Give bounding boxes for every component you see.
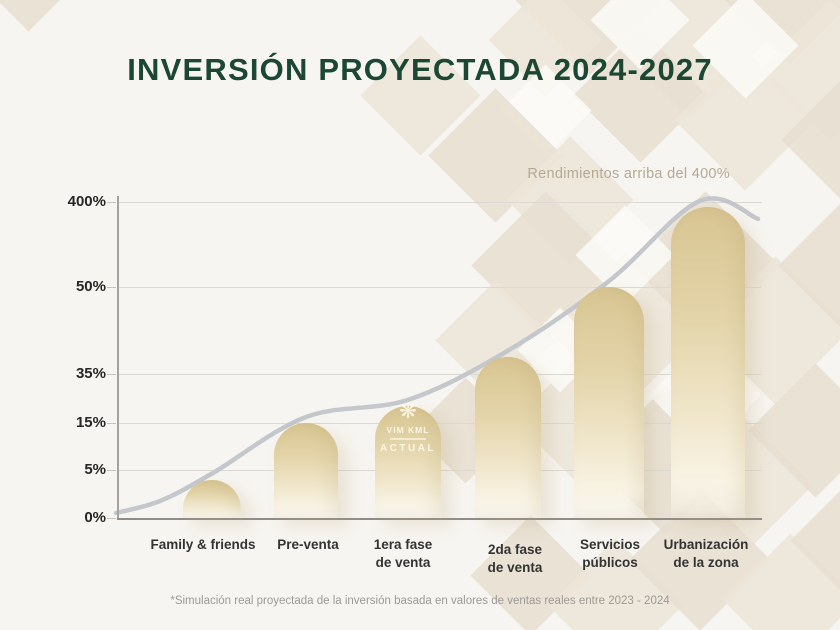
axis-tick: [107, 287, 116, 288]
bar: [671, 206, 745, 518]
grid-line: [118, 423, 762, 424]
x-axis-label: Urbanización de la zona: [663, 537, 749, 571]
y-tick-label: 15%: [75, 414, 106, 431]
bar: [574, 287, 644, 518]
grid-line: [118, 374, 762, 375]
y-tick-label: 50%: [75, 278, 106, 295]
maya-rosette-icon: ❋: [399, 400, 417, 423]
bar: [475, 356, 541, 518]
bar: [274, 423, 338, 518]
y-tick-label: 5%: [84, 461, 106, 478]
trend-curve: [113, 196, 761, 516]
x-axis-label: Pre-venta: [277, 537, 339, 552]
axis-tick: [107, 202, 116, 203]
axis-tick: [107, 423, 116, 424]
x-axis-label: Servicios públicos: [579, 537, 641, 571]
watermark-logo: ❋ VIM KML ACTUAL: [366, 401, 450, 454]
x-axis-label: 2da fase de venta: [487, 542, 543, 576]
x-axis-line: [117, 518, 762, 520]
axis-tick: [107, 470, 116, 471]
watermark-rule: [390, 437, 426, 440]
axis-tick: [107, 374, 116, 375]
x-axis-label: Family & friends: [150, 537, 256, 552]
watermark-brand: VIM KML: [386, 425, 430, 435]
axis-tick: [107, 518, 116, 519]
footnote: *Simulación real proyectada de la invers…: [170, 595, 670, 607]
grid-line: [118, 287, 762, 288]
y-axis-line: [117, 196, 119, 518]
bar: [375, 405, 441, 518]
grid-line: [118, 202, 762, 203]
watermark-label: ACTUAL: [379, 442, 437, 454]
y-tick-label: 0%: [84, 509, 106, 526]
y-tick-label: 400%: [67, 193, 106, 210]
page-title: INVERSIÓN PROYECTADA 2024-2027: [127, 52, 713, 87]
y-tick-label: 35%: [75, 365, 106, 382]
x-axis-label: 1era fase de venta: [373, 537, 433, 571]
chart-annotation: Rendimientos arriba del 400%: [527, 166, 730, 182]
